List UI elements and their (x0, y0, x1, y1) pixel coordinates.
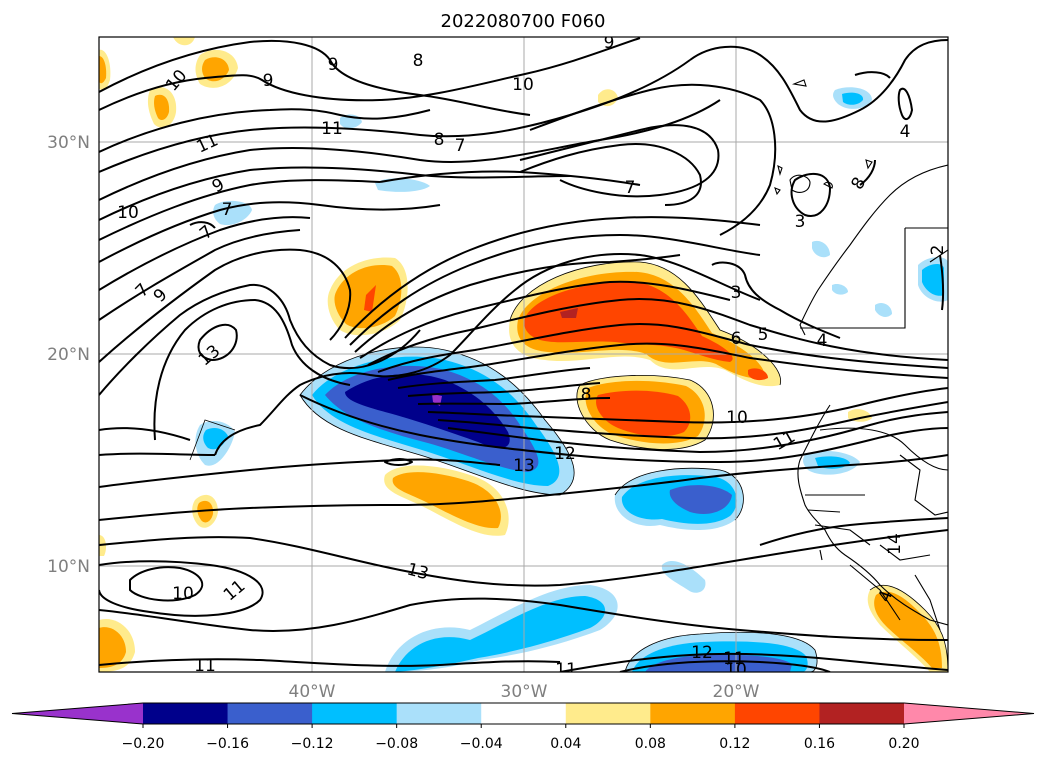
contour-label: 9 (263, 71, 274, 91)
lon-tick-label: 40°W (289, 682, 336, 702)
contour-label: 10 (117, 203, 139, 223)
contour-label: 8 (581, 385, 592, 405)
contour-label: 7 (222, 200, 233, 220)
contour-label: 12 (554, 444, 576, 464)
contour-label: 7 (455, 136, 466, 156)
contour-label: 11 (321, 119, 343, 139)
coastlines (774, 79, 948, 631)
contour-label: 2 (928, 245, 948, 256)
colorbar-tick-label: −0.12 (291, 736, 334, 752)
contour-label: 8 (434, 130, 445, 150)
lat-tick-label: 20°N (47, 345, 90, 365)
colorbar-tick-label: 0.20 (888, 736, 919, 752)
map-frame (98, 36, 949, 673)
contour-label: 3 (731, 283, 742, 303)
contour-lines (99, 37, 948, 672)
shade-outlines (189, 261, 948, 672)
colorbar-tick-label: 0.16 (804, 736, 835, 752)
colorbar-bin (650, 703, 736, 724)
contour-label: 4 (817, 331, 828, 351)
contour-label: 11 (194, 656, 216, 676)
contour-label: 11 (555, 660, 577, 680)
lat-tick-label: 10°N (47, 557, 90, 577)
lon-tick-label: 30°W (501, 682, 548, 702)
contour-label: 10 (512, 75, 534, 95)
colorbar (11, 702, 1035, 725)
colorbar-bin (481, 703, 567, 724)
contour-label: 14 (885, 533, 905, 555)
contour-label: 12 (691, 643, 713, 663)
contour-label: 10 (172, 584, 194, 604)
colorbar-bin (396, 703, 482, 724)
contour-label: 3 (795, 212, 806, 232)
contour-label: 9 (328, 55, 339, 75)
lon-tick-label: 20°W (713, 682, 760, 702)
colorbar-bin (734, 703, 820, 724)
lat-tick-labels: 30°N 20°N 10°N (47, 133, 90, 577)
contour-label: 6 (731, 329, 742, 349)
contour-label: 7 (625, 178, 636, 198)
contour-label: 8 (413, 51, 424, 71)
colorbar-tick-label: 0.04 (550, 736, 581, 752)
colorbar-bin (143, 703, 229, 724)
map-area: 9 8 9 10 9 10 11 8 7 11 9 7 7 7 10 7 9 1… (99, 33, 948, 680)
colorbar-bin (312, 703, 398, 724)
colorbar-tick-label: −0.20 (122, 736, 165, 752)
lon-tick-labels: 40°W 30°W 20°W (289, 682, 760, 702)
contour-label: 5 (758, 325, 769, 345)
contour-label: 10 (726, 408, 748, 428)
lat-tick-label: 30°N (47, 133, 90, 153)
colorbar-tick-label: −0.04 (460, 736, 503, 752)
colorbar-extend-high (904, 703, 1034, 724)
colorbar-tick-label: −0.08 (375, 736, 418, 752)
contour-label: 4 (900, 122, 911, 142)
contour-label: 9 (604, 33, 615, 53)
colorbar-tick-label: −0.16 (206, 736, 249, 752)
colorbar-bin (819, 703, 905, 724)
contour-label: 13 (513, 456, 535, 476)
colorbar-tick-label: 0.12 (719, 736, 750, 752)
colorbar-extend-low (12, 703, 143, 724)
contour-label: 11 (723, 649, 745, 669)
chart-title: 2022080700 F060 (441, 11, 606, 32)
colorbar-tick-labels: −0.20 −0.16 −0.12 −0.08 −0.04 0.04 0.08 0.12 0.1… (122, 724, 920, 752)
contour-label: 10 (725, 660, 747, 680)
colorbar-tick-label: 0.08 (635, 736, 666, 752)
shaded-fields (99, 37, 948, 672)
colorbar-bin (565, 703, 651, 724)
colorbar-bin (227, 703, 313, 724)
